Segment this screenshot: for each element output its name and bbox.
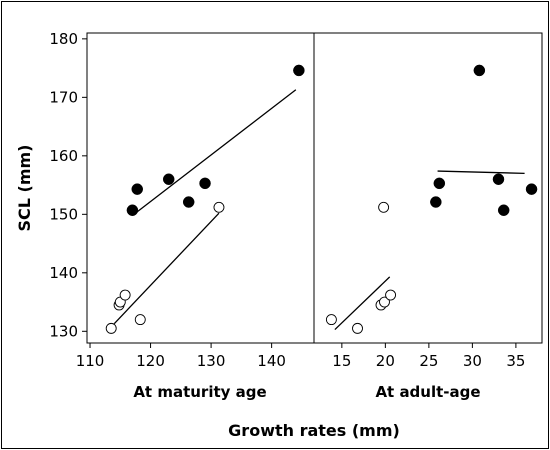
open-point-4 <box>119 289 131 301</box>
y-tick-label-130: 130 <box>49 322 78 340</box>
open-point-6 <box>385 289 397 301</box>
filled-point-1 <box>430 196 442 208</box>
filled-point-2 <box>433 177 446 190</box>
y-tick-label-140: 140 <box>49 264 78 282</box>
x-tick-label-20: 20 <box>376 352 395 370</box>
filled-point-6 <box>293 64 305 77</box>
y-tick-label-180: 180 <box>49 30 78 48</box>
x-tick-label-35: 35 <box>506 352 525 370</box>
x-tick-label-25: 25 <box>419 352 438 370</box>
y-axis-label: SCL (mm) <box>15 145 34 232</box>
panel-title-maturity-age: At maturity age <box>133 383 266 401</box>
filled-point-4 <box>182 196 195 208</box>
filled-point-3 <box>162 173 175 185</box>
panel-at-adult-age: 15 20 25 30 35 <box>325 64 538 370</box>
filled-point-6 <box>525 183 538 195</box>
open-point-1 <box>325 314 337 326</box>
x-tick-label-15: 15 <box>332 352 351 370</box>
open-point-4 <box>379 296 390 308</box>
y-tick-label-170: 170 <box>49 88 78 106</box>
x-tick-label-120: 120 <box>136 352 165 370</box>
y-tick-label-150: 150 <box>49 205 78 223</box>
filled-point-4 <box>492 173 505 185</box>
open-point-5 <box>378 201 390 213</box>
open-point-6 <box>213 201 225 213</box>
open-point-2 <box>352 322 363 334</box>
fit-line-open <box>113 212 220 325</box>
y-tick-label-160: 160 <box>49 147 78 165</box>
x-tick-label-130: 130 <box>197 352 226 370</box>
y-axis: 130 140 150 160 170 180 <box>49 30 87 340</box>
panel-title-adult-age: At adult-age <box>375 383 480 401</box>
x-tick-label-140: 140 <box>257 352 286 370</box>
filled-point-1 <box>126 204 139 216</box>
filled-point-3 <box>473 64 486 77</box>
x-axis-label: Growth rates (mm) <box>228 421 400 440</box>
x-tick-label-110: 110 <box>76 352 105 370</box>
filled-point-5 <box>497 204 510 216</box>
x-tick-label-30: 30 <box>463 352 482 370</box>
fit-line-filled <box>437 170 525 175</box>
filled-point-2 <box>131 183 143 195</box>
open-point-1 <box>105 322 117 334</box>
open-point-5 <box>134 314 146 326</box>
fit-line-open <box>334 276 391 331</box>
filled-point-5 <box>199 177 211 190</box>
panel-at-maturity-age: 110 120 130 140 <box>76 64 305 370</box>
fit-line-filled <box>132 89 297 217</box>
